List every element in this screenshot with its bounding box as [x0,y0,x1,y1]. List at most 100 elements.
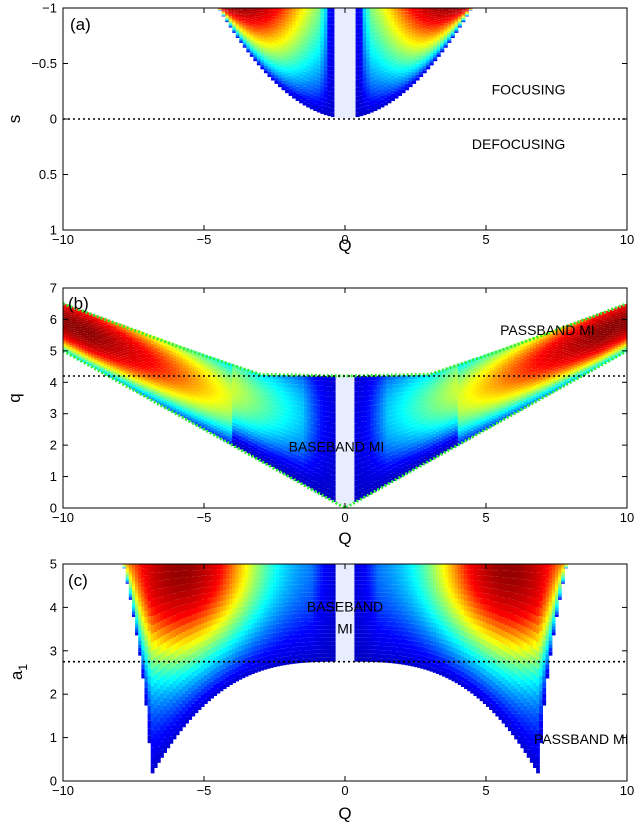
heat-cell [348,386,352,393]
heat-cell [138,385,142,389]
heat-cell [288,392,293,397]
heat-cell [366,465,371,471]
heat-cell [370,424,374,430]
heat-cell [263,65,269,69]
heat-cell [219,363,224,367]
heat-cell [390,18,395,23]
heat-cell [285,467,290,472]
heat-cell [194,382,199,386]
heat-cell [84,342,89,345]
heat-cell [309,78,314,83]
heat-cell [204,370,208,374]
heat-cell [334,12,339,17]
heat-cell [380,23,385,28]
heat-cell [291,401,296,406]
heat-cell [191,414,196,418]
heat-cell [88,350,92,353]
heat-cell [422,58,427,61]
heat-cell [360,462,365,468]
heat-cell [97,364,102,367]
heat-cell [310,409,315,414]
heat-cell [304,440,308,445]
heat-cell [413,445,418,450]
heat-cell [360,447,365,453]
heat-cell [147,393,152,397]
heat-cell [442,393,446,398]
heat-cell [417,424,421,429]
heat-cell [131,377,136,380]
heat-cell [440,25,445,27]
heat-cell [75,344,80,347]
heat-cell [257,452,261,457]
heat-cell [281,14,286,18]
heat-cell [366,470,371,476]
heat-cell [257,442,261,446]
heat-cell [415,38,420,42]
heat-cell [338,446,343,452]
heat-cell [128,342,133,346]
heat-cell [185,383,189,387]
heat-cell [169,405,174,409]
heat-cell [188,379,193,383]
heat-cell [404,432,409,437]
heat-cell [345,42,350,47]
heat-cell [316,405,321,411]
heat-cell [244,404,249,408]
heat-cell [385,411,390,417]
heat-cell [163,359,167,363]
heat-cell [302,71,307,76]
heat-cell [235,31,240,33]
heat-cell [253,44,258,47]
heat-cell [232,412,236,416]
heat-cell [327,107,332,113]
heat-cell [238,373,243,378]
heat-cell [116,354,120,358]
heat-cell [380,15,385,20]
heat-cell [267,45,272,48]
heat-cell [326,396,330,402]
heat-cell [75,348,80,351]
heat-cell [119,380,124,384]
panel-a: −10 −5 0 5 10−1−0.500.51 (a) FOCUSING DEFOCU… [5,1,634,256]
heat-cell [157,365,161,369]
heat-cell [294,406,299,411]
heat-cell [332,391,337,397]
heat-cell [407,391,412,396]
heat-cell [373,91,378,96]
heat-cell [110,375,114,378]
heat-cell [422,15,427,19]
heat-cell [404,26,410,31]
heat-cell [276,426,280,431]
heat-cell [417,394,421,398]
heat-cell [448,380,453,385]
heat-cell [388,420,393,425]
heat-cell [316,449,321,455]
heat-cell [291,392,296,398]
heat-cell [246,13,251,15]
heat-cell [407,431,412,436]
heat-cell [238,446,243,450]
heat-cell [447,28,452,30]
heat-cell [238,384,243,388]
heat-cell [337,92,343,98]
heat-cell [306,19,311,24]
heat-cell [242,9,247,12]
heat-cell [235,27,240,29]
heat-cell [72,330,77,333]
heat-cell [373,385,377,391]
heat-cell [106,357,111,360]
heat-cell [313,43,318,48]
heat-cell [210,420,214,425]
heat-cell [380,73,385,77]
heat-cell [282,416,287,421]
heat-cell [450,25,455,27]
heat-cell [398,439,402,444]
heat-cell [373,428,377,434]
heat-cell [390,83,395,87]
heat-cell [327,53,332,58]
heat-cell [113,348,117,351]
heat-cell [292,42,297,47]
heat-cell [131,341,136,345]
heat-cell [362,57,367,62]
heat-cell [341,76,346,81]
